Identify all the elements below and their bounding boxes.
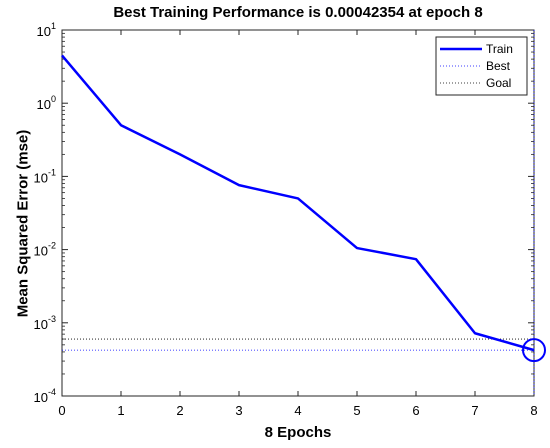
legend-label-best: Best (486, 59, 511, 73)
y-tick-label: 101 (37, 21, 56, 39)
y-tick-label: 10-4 (34, 387, 56, 405)
x-tick-label: 3 (235, 403, 242, 418)
x-tick-label: 1 (117, 403, 124, 418)
y-tick-label: 10-3 (34, 314, 56, 332)
legend-box (435, 36, 528, 96)
y-tick-label: 100 (37, 94, 56, 112)
y-tick-label: 10-1 (34, 167, 56, 185)
x-tick-label: 2 (176, 403, 183, 418)
x-tick-label: 7 (471, 403, 478, 418)
chart-title: Best Training Performance is 0.00042354 … (113, 4, 483, 21)
y-tick-label: 10-2 (34, 241, 56, 259)
legend-label-train: Train (486, 42, 513, 56)
x-tick-label: 8 (530, 403, 537, 418)
train-series-line (61, 54, 535, 352)
x-tick-label: 0 (58, 403, 65, 418)
x-tick-label: 5 (353, 403, 360, 418)
legend-label-goal: Goal (486, 76, 511, 90)
x-tick-label: 6 (412, 403, 419, 418)
x-tick-label: 4 (294, 403, 301, 418)
best-marker-circle (522, 338, 546, 363)
x-axis-label: 8 Epochs (264, 424, 332, 441)
